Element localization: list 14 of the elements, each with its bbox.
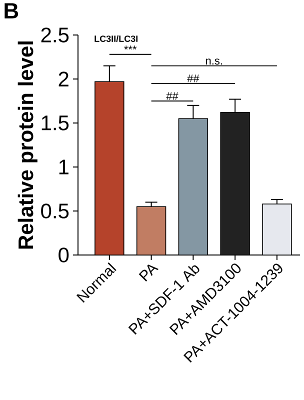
y-tick-label: 0 (58, 248, 69, 262)
y-tick-label: 1 (59, 160, 68, 174)
x-tick-label: PA (138, 264, 159, 282)
annotation: n.s. (206, 58, 222, 65)
y-tick-label: 2.5 (41, 28, 69, 42)
y-tick-label: 1.5 (42, 116, 69, 130)
text: B (4, 3, 18, 18)
y-axis-title: Relative protein level (18, 41, 38, 249)
annotation: *** (124, 46, 137, 50)
annotation: ## (166, 92, 178, 100)
y-tick-label: 0.5 (41, 204, 69, 218)
annotation: ## (187, 74, 200, 82)
y-tick-label: 2 (58, 72, 68, 86)
chart-title: LC3II/LC3I (94, 35, 138, 42)
